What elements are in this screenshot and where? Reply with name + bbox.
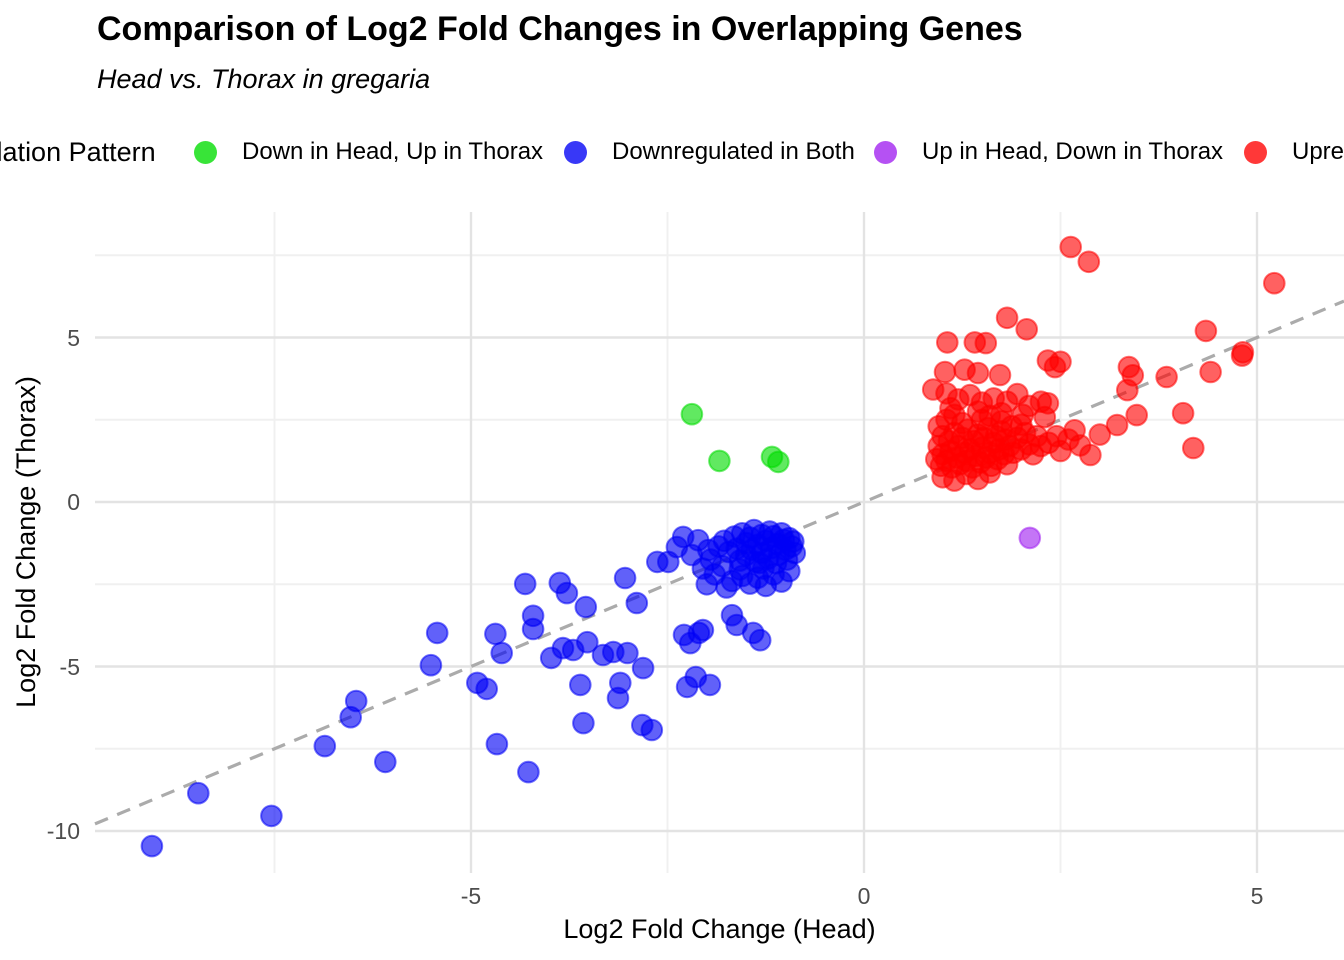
data-point	[1263, 271, 1286, 295]
legend-dot-icon	[194, 140, 217, 164]
chart-title: Comparison of Log2 Fold Changes in Overl…	[97, 10, 1023, 48]
data-point	[943, 403, 966, 427]
y-tick-label: 5	[67, 324, 80, 351]
x-axis-title: Log2 Fold Change (Head)	[563, 914, 876, 944]
data-point	[187, 781, 210, 805]
y-tick-label: -5	[59, 653, 80, 680]
data-point	[574, 595, 598, 619]
data-point	[517, 760, 540, 784]
scatter-plot-panel	[94, 212, 1344, 873]
legend-item-label: Downregulated in Both	[612, 138, 855, 165]
data-point	[1125, 403, 1148, 427]
data-point	[576, 630, 599, 654]
y-tick-label: -10	[46, 818, 80, 844]
data-point	[613, 566, 637, 590]
data-point	[344, 689, 368, 713]
data-point	[943, 469, 966, 492]
data-point	[974, 331, 998, 355]
legend-item-label: Up in Head, Down in Thorax	[922, 138, 1224, 165]
x-tick-label: -5	[460, 883, 482, 909]
data-point	[995, 306, 1019, 330]
data-point	[484, 622, 507, 646]
data-point	[313, 734, 337, 758]
data-point	[569, 673, 592, 697]
data-point	[691, 618, 715, 642]
legend: Regulation Pattern Down in Head, Up in T…	[0, 131, 1344, 173]
data-point	[1230, 344, 1254, 367]
y-axis-title: Log2 Fold Change (Thorax)	[11, 376, 41, 708]
data-point	[1043, 355, 1067, 379]
data-point	[419, 653, 443, 677]
data-point	[1015, 318, 1039, 341]
data-point	[609, 671, 632, 695]
y-tick-label: 0	[67, 489, 80, 515]
data-point	[1105, 413, 1129, 437]
data-point	[631, 656, 655, 680]
data-point	[1155, 365, 1178, 389]
legend-dot-icon	[1244, 140, 1267, 164]
legend-title: Regulation Pattern	[0, 136, 156, 167]
data-point	[521, 617, 545, 641]
data-point	[988, 363, 1012, 387]
data-point	[260, 804, 283, 828]
data-point	[1199, 360, 1222, 384]
x-tick-label: 5	[1250, 883, 1264, 909]
data-point	[1194, 319, 1218, 343]
data-point	[1182, 436, 1205, 460]
data-point	[1018, 526, 1042, 550]
data-point	[1009, 413, 1033, 436]
data-point	[783, 541, 807, 565]
data-point	[748, 628, 772, 652]
data-point	[513, 572, 537, 596]
data-point	[616, 641, 639, 665]
data-point	[966, 467, 990, 491]
data-point	[374, 750, 397, 774]
data-point	[555, 581, 579, 605]
legend-dot-icon	[874, 140, 897, 164]
legend-item: Down in Head, Up in Thorax	[194, 131, 543, 173]
data-point	[572, 711, 595, 735]
data-point	[966, 361, 990, 385]
data-point	[698, 673, 722, 697]
data-point	[1068, 434, 1092, 457]
data-point	[485, 732, 509, 756]
data-point	[425, 621, 449, 645]
legend-dot-icon	[564, 140, 587, 164]
legend-item-label: Down in Head, Up in Thorax	[242, 138, 544, 165]
chart-subtitle: Head vs. Thorax in gregaria	[97, 64, 431, 94]
legend-item: Downregulated in Both	[564, 131, 855, 173]
x-tick-label: 0	[857, 883, 871, 909]
data-point	[1059, 235, 1083, 259]
data-point	[1036, 392, 1060, 415]
data-point	[708, 449, 731, 473]
data-point	[1171, 401, 1195, 425]
data-point	[490, 641, 514, 665]
data-point	[936, 331, 959, 354]
data-point	[1077, 250, 1101, 274]
data-point	[1088, 423, 1112, 446]
data-point	[140, 834, 164, 858]
data-point	[767, 450, 790, 474]
data-point	[680, 402, 704, 426]
data-point	[625, 591, 649, 615]
legend-item: Upregulated in Both	[1244, 131, 1344, 173]
data-point	[978, 404, 1002, 428]
data-point	[1116, 378, 1139, 402]
data-point	[640, 718, 664, 742]
legend-item-label: Upregulated in Both	[1292, 138, 1344, 165]
data-point	[475, 677, 499, 701]
legend-item: Up in Head, Down in Thorax	[874, 131, 1223, 173]
